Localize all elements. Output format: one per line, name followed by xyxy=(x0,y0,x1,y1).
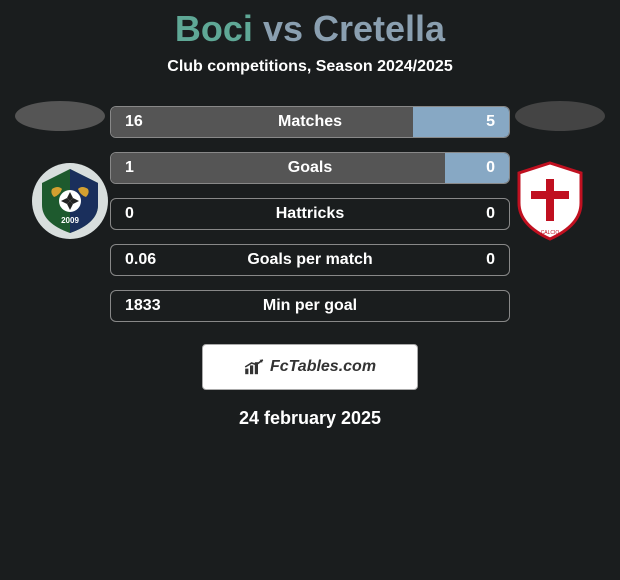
stat-row: 1833Min per goal xyxy=(110,290,510,322)
player1-name: Boci xyxy=(175,8,253,49)
stat-label: Hattricks xyxy=(111,205,509,223)
player1-marker xyxy=(15,101,105,131)
player2-badge: CALCIO xyxy=(505,156,595,246)
player2-marker xyxy=(515,101,605,131)
comparison-title: Boci vs Cretella xyxy=(0,0,620,50)
stat-label: Goals per match xyxy=(111,251,509,269)
stat-row: 0.060Goals per match xyxy=(110,244,510,276)
stat-label: Goals xyxy=(111,159,509,177)
vs-text: vs xyxy=(263,8,303,49)
svg-text:2009: 2009 xyxy=(61,216,79,225)
stat-row: 10Goals xyxy=(110,152,510,184)
subtitle: Club competitions, Season 2024/2025 xyxy=(0,58,620,76)
stats-container: 2009 CALCIO 165Matches 10Goals 00Hattricks… xyxy=(0,106,620,322)
watermark[interactable]: FcTables.com xyxy=(202,344,418,390)
feralpisalo-crest-icon: 2009 xyxy=(30,161,110,241)
player1-badge: 2009 xyxy=(25,156,115,246)
player2-name: Cretella xyxy=(313,8,445,49)
padova-crest-icon: CALCIO xyxy=(515,161,585,241)
stat-rows: 165Matches 10Goals 00Hattricks 0.060Goals p… xyxy=(110,106,510,322)
stat-row: 00Hattricks xyxy=(110,198,510,230)
date-text: 24 february 2025 xyxy=(0,408,620,429)
stat-label: Matches xyxy=(111,113,509,131)
watermark-text: FcTables.com xyxy=(270,358,376,376)
stat-label: Min per goal xyxy=(111,297,509,315)
chart-icon xyxy=(244,359,264,375)
stat-row: 165Matches xyxy=(110,106,510,138)
svg-text:CALCIO: CALCIO xyxy=(541,230,560,236)
